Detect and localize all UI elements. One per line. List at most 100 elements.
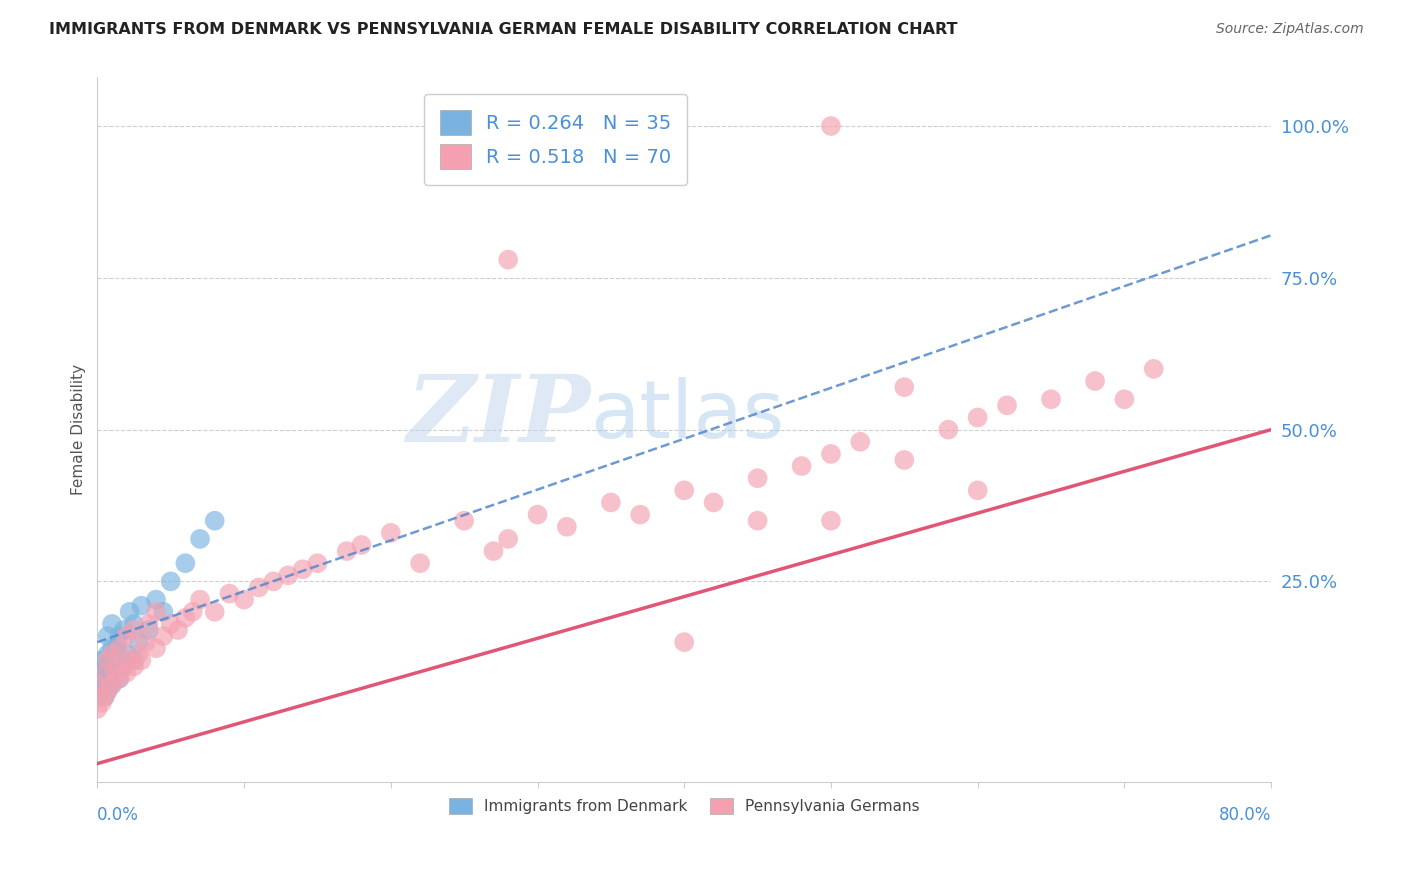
Point [453, 514, 475, 528]
Point [336, 544, 359, 558]
Point [131, 653, 153, 667]
Point [86, 665, 108, 680]
Point [174, 556, 197, 570]
Point [936, 423, 959, 437]
Point [97, 683, 120, 698]
Point [820, 447, 842, 461]
Point [108, 641, 131, 656]
Point [307, 556, 329, 570]
Point [820, 514, 842, 528]
Point [673, 483, 696, 498]
Point [218, 586, 240, 600]
Point [131, 599, 153, 613]
Point [1084, 374, 1107, 388]
Point [105, 641, 128, 656]
Point [97, 648, 120, 662]
Point [159, 574, 181, 589]
Point [122, 659, 145, 673]
Text: ZIP: ZIP [406, 370, 591, 460]
Point [97, 629, 120, 643]
Point [188, 592, 211, 607]
Point [1143, 362, 1166, 376]
Point [93, 659, 115, 673]
Point [115, 648, 138, 662]
Point [97, 683, 120, 698]
Point [350, 538, 373, 552]
Point [90, 696, 112, 710]
Point [496, 532, 519, 546]
Point [86, 678, 108, 692]
Text: Source: ZipAtlas.com: Source: ZipAtlas.com [1216, 22, 1364, 37]
Point [277, 568, 299, 582]
Point [101, 678, 124, 692]
Point [104, 665, 127, 680]
Point [101, 678, 124, 692]
Point [105, 665, 128, 680]
Point [93, 665, 115, 680]
Point [127, 635, 149, 649]
Point [108, 629, 131, 643]
Point [555, 520, 578, 534]
Point [122, 616, 145, 631]
Point [599, 495, 621, 509]
Point [409, 556, 432, 570]
Point [526, 508, 548, 522]
Point [1040, 392, 1063, 407]
Point [93, 672, 115, 686]
Point [747, 471, 769, 485]
Point [115, 665, 138, 680]
Text: atlas: atlas [591, 376, 785, 455]
Point [122, 623, 145, 637]
Point [101, 659, 124, 673]
Point [995, 398, 1018, 412]
Point [262, 574, 284, 589]
Y-axis label: Female Disability: Female Disability [72, 364, 86, 495]
Point [152, 629, 174, 643]
Point [118, 605, 141, 619]
Point [893, 453, 915, 467]
Point [174, 611, 197, 625]
Point [703, 495, 725, 509]
Point [820, 119, 842, 133]
Point [167, 623, 190, 637]
Point [138, 623, 160, 637]
Point [118, 653, 141, 667]
Point [673, 635, 696, 649]
Point [247, 581, 270, 595]
Point [97, 665, 120, 680]
Point [152, 605, 174, 619]
Point [112, 659, 135, 673]
Point [138, 616, 160, 631]
Point [90, 678, 112, 692]
Point [204, 514, 226, 528]
Point [966, 410, 988, 425]
Point [93, 690, 115, 704]
Point [112, 659, 135, 673]
Point [1114, 392, 1136, 407]
Point [127, 648, 149, 662]
Point [101, 641, 124, 656]
Point [233, 592, 256, 607]
Point [204, 605, 226, 619]
Point [159, 616, 181, 631]
Point [112, 623, 135, 637]
Point [380, 525, 402, 540]
Point [108, 672, 131, 686]
Point [101, 616, 124, 631]
Point [747, 514, 769, 528]
Point [496, 252, 519, 267]
Point [145, 641, 167, 656]
Point [145, 592, 167, 607]
Point [90, 653, 112, 667]
Point [181, 605, 204, 619]
Point [108, 672, 131, 686]
Point [966, 483, 988, 498]
Point [291, 562, 314, 576]
Point [97, 653, 120, 667]
Point [790, 458, 813, 473]
Point [86, 690, 108, 704]
Point [93, 690, 115, 704]
Legend: Immigrants from Denmark, Pennsylvania Germans: Immigrants from Denmark, Pennsylvania Ge… [443, 792, 927, 820]
Point [482, 544, 505, 558]
Point [101, 648, 124, 662]
